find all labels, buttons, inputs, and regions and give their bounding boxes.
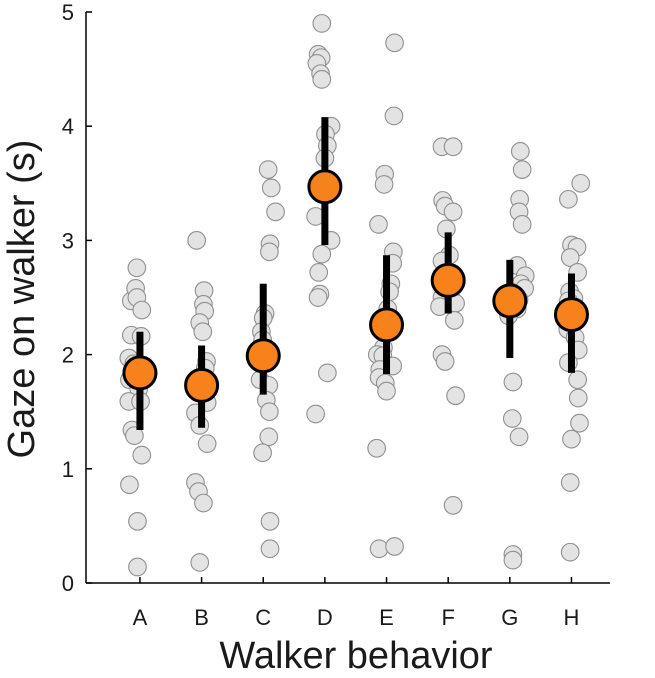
data-point-E [367,438,387,458]
mean-marker-G [492,283,528,319]
data-point-A [125,426,144,446]
data-point-A [132,445,152,465]
data-point-F [443,202,463,222]
data-point-F [443,495,463,515]
data-point-F [446,386,465,406]
mean-marker-H [553,297,589,333]
mean-marker-B [184,367,220,403]
x-tick-label: A [133,605,148,630]
data-point-H [560,473,580,492]
y-tick-label: 0 [62,571,74,596]
data-point-C [258,160,278,179]
data-point-B [190,553,210,572]
data-point-C [260,511,280,531]
data-point-H [571,173,591,193]
data-point-G [502,409,522,428]
data-point-B [197,434,217,454]
data-point-D [317,363,337,383]
data-point-A [128,511,147,531]
mean-markers-layer [122,169,589,403]
y-tick-label: 1 [62,457,74,482]
data-point-G [503,372,523,392]
data-point-F [444,310,464,330]
data-point-G [510,141,530,161]
data-point-H [560,248,580,267]
axes-layer: 0 1 2 3 4 5 A B C D E F G H [62,0,610,630]
data-point-E [385,537,404,556]
data-point-C [260,402,279,422]
data-point-H [568,370,587,390]
x-axis-title: Walker behavior [219,635,492,677]
data-point-G [509,427,529,447]
data-point-D [312,244,332,264]
data-point-C [253,443,272,463]
data-point-G [512,160,532,179]
y-tick-label: 5 [62,0,74,25]
data-point-A [120,475,139,495]
data-point-C [260,242,279,262]
data-point-A [128,557,147,577]
data-point-F [435,352,455,371]
data-point-D [312,14,332,33]
data-point-G [512,215,532,234]
data-point-H [559,189,578,209]
data-point-E [384,106,404,126]
data-point-C [259,427,279,447]
data-point-C [260,539,280,559]
data-point-E [374,175,394,194]
data-point-E [385,33,404,53]
y-tick-label: 2 [62,343,74,368]
data-point-C [261,178,281,198]
mean-marker-C [245,338,281,374]
data-point-B [193,322,213,342]
data-point-D [309,263,329,282]
x-tick-label: H [564,605,580,630]
data-point-G [503,550,523,570]
x-tick-label: C [255,605,271,630]
mean-marker-F [430,262,466,298]
x-tick-label: D [317,605,333,630]
data-point-C [266,202,285,222]
data-point-A [127,258,147,278]
data-point-H [568,388,588,408]
data-point-E [369,215,388,234]
y-axis-title: Gaze on walker (s) [1,140,43,459]
data-point-D [312,70,332,89]
data-point-H [562,429,581,449]
data-point-H [560,542,580,562]
x-tick-label: F [441,605,454,630]
data-point-E [377,381,396,401]
data-point-A [132,300,152,320]
x-tick-label: G [501,605,518,630]
y-tick-label: 3 [62,228,74,253]
data-point-F [443,137,463,157]
mean-marker-A [122,355,158,391]
data-point-B [187,231,207,250]
data-point-H [570,413,589,433]
data-point-D [308,288,328,307]
x-tick-label: E [379,605,394,630]
data-point-E [369,539,389,559]
data-point-B [194,493,213,513]
mean-marker-E [369,307,405,343]
data-point-D [306,404,325,424]
x-tick-label: B [194,605,209,630]
y-tick-label: 4 [62,114,74,139]
mean-marker-D [307,169,343,205]
